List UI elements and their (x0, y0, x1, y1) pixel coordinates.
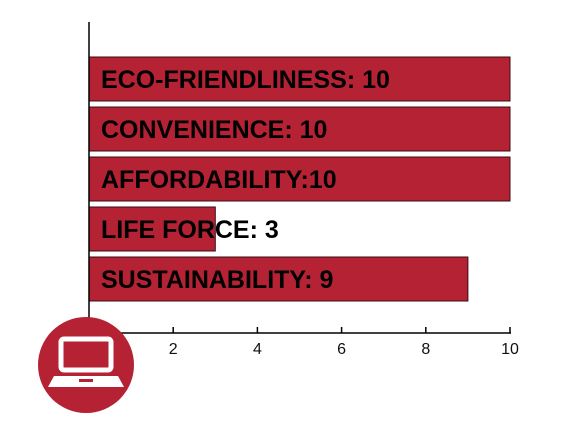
bars-layer: ECO-FRIENDLINESS: 10 CONVENIENCE: 10 AFFOR… (88, 56, 511, 302)
icon-circle (38, 317, 134, 413)
bar (88, 56, 511, 102)
bar-label: SUSTAINABILITY: 9 (101, 266, 333, 294)
bar (88, 206, 216, 252)
bar-label: ECO-FRIENDLINESS: 10 (101, 66, 390, 94)
x-tick-label: 10 (501, 341, 519, 358)
bar-label: LIFE FORCE: 3 (101, 216, 279, 244)
laptop-badge (38, 317, 134, 413)
x-tick-label: 4 (253, 341, 262, 358)
x-ticks: 2 4 6 8 10 (169, 327, 519, 358)
bar (88, 106, 511, 152)
x-tick-label: 6 (337, 341, 346, 358)
bar (88, 156, 511, 202)
bar-label: AFFORDABILITY:10 (101, 166, 337, 194)
bar-label: CONVENIENCE: 10 (101, 116, 327, 144)
x-tick-label: 2 (169, 341, 178, 358)
x-tick-label: 8 (421, 341, 430, 358)
bar (88, 256, 469, 302)
laptop-icon (48, 336, 124, 387)
